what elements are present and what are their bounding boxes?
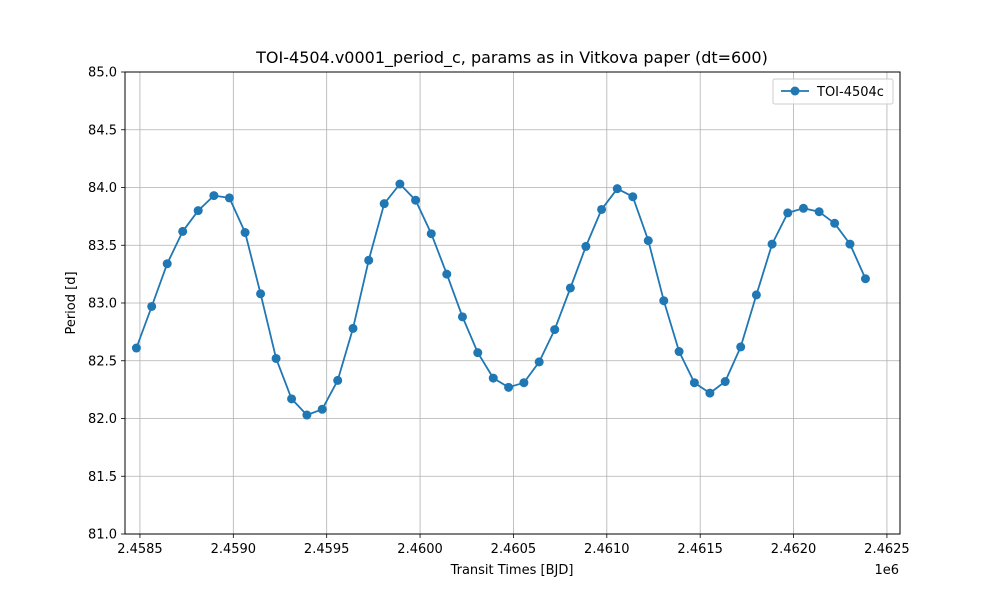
y-tick-label: 84.5	[88, 123, 117, 138]
x-tick-label: 2.4620	[771, 542, 817, 557]
legend-label: TOI-4504c	[816, 85, 884, 100]
data-point	[798, 203, 808, 213]
x-axis-label: Transit Times [BJD]	[450, 563, 574, 578]
x-tick-label: 2.4600	[397, 542, 443, 557]
data-point	[534, 357, 544, 367]
data-point	[705, 388, 715, 398]
data-point	[348, 323, 358, 333]
data-point	[504, 382, 514, 392]
data-point	[287, 394, 297, 404]
data-point	[473, 348, 483, 358]
legend-box	[772, 78, 894, 105]
data-point	[488, 373, 498, 383]
data-point	[767, 239, 777, 249]
data-point	[860, 274, 870, 284]
data-point	[689, 378, 699, 388]
data-point	[643, 236, 653, 246]
x-tick-label: 2.4595	[304, 542, 350, 557]
data-point	[224, 193, 234, 203]
data-point	[783, 208, 793, 218]
data-point	[581, 241, 591, 251]
data-point	[674, 347, 684, 357]
data-point	[379, 199, 389, 209]
legend: TOI-4504c	[772, 78, 894, 105]
y-axis-label: Period [d]	[64, 271, 79, 334]
data-point	[364, 255, 374, 265]
data-point	[457, 312, 467, 322]
data-point	[193, 206, 203, 216]
y-tick-label: 82.0	[88, 412, 117, 427]
data-point	[565, 283, 575, 293]
data-point	[333, 375, 343, 385]
y-tick-label: 81.5	[88, 470, 117, 485]
data-point	[256, 289, 266, 299]
y-tick-label: 81.0	[88, 528, 117, 543]
x-tick-label: 2.4590	[211, 542, 257, 557]
data-point	[751, 290, 761, 300]
data-point	[628, 192, 638, 202]
data-point	[659, 296, 669, 306]
chart-title: TOI-4504.v0001_period_c, params as in Vi…	[255, 48, 768, 68]
x-tick-label: 2.4605	[491, 542, 537, 557]
y-tick-label: 83.5	[88, 239, 117, 254]
x-offset-label: 1e6	[874, 563, 899, 578]
x-tick-label: 2.4610	[584, 542, 630, 557]
data-point	[317, 404, 327, 414]
data-point	[736, 342, 746, 352]
data-point	[240, 228, 250, 238]
series-layer	[131, 179, 870, 420]
data-point	[162, 259, 172, 269]
data-point	[519, 378, 529, 388]
data-point	[178, 226, 188, 236]
data-point	[426, 229, 436, 239]
y-tick-label: 82.5	[88, 354, 117, 369]
data-point	[550, 325, 560, 335]
data-point	[131, 343, 141, 353]
data-point	[845, 239, 855, 249]
data-point	[720, 377, 730, 387]
data-point	[411, 195, 421, 205]
data-point	[830, 218, 840, 228]
data-point	[395, 179, 405, 189]
y-tick-label: 83.0	[88, 297, 117, 312]
series-line	[135, 183, 867, 416]
data-point	[442, 269, 452, 279]
data-point	[271, 353, 281, 363]
y-tick-label: 84.0	[88, 181, 117, 196]
x-tick-label: 2.4625	[864, 542, 910, 557]
x-tick-label: 2.4585	[117, 542, 163, 557]
data-point	[612, 184, 622, 194]
data-point	[814, 207, 824, 217]
x-tick-label: 2.4615	[677, 542, 723, 557]
data-point	[302, 410, 312, 420]
y-tick-label: 85.0	[88, 66, 117, 81]
data-point	[147, 301, 157, 311]
data-point	[597, 204, 607, 214]
legend-marker-swatch	[790, 86, 800, 96]
data-point	[209, 191, 219, 201]
ticks: 2.4585 2.4590 2.4595 2.4600 2.4605 2.4610 2.46…	[88, 66, 910, 558]
